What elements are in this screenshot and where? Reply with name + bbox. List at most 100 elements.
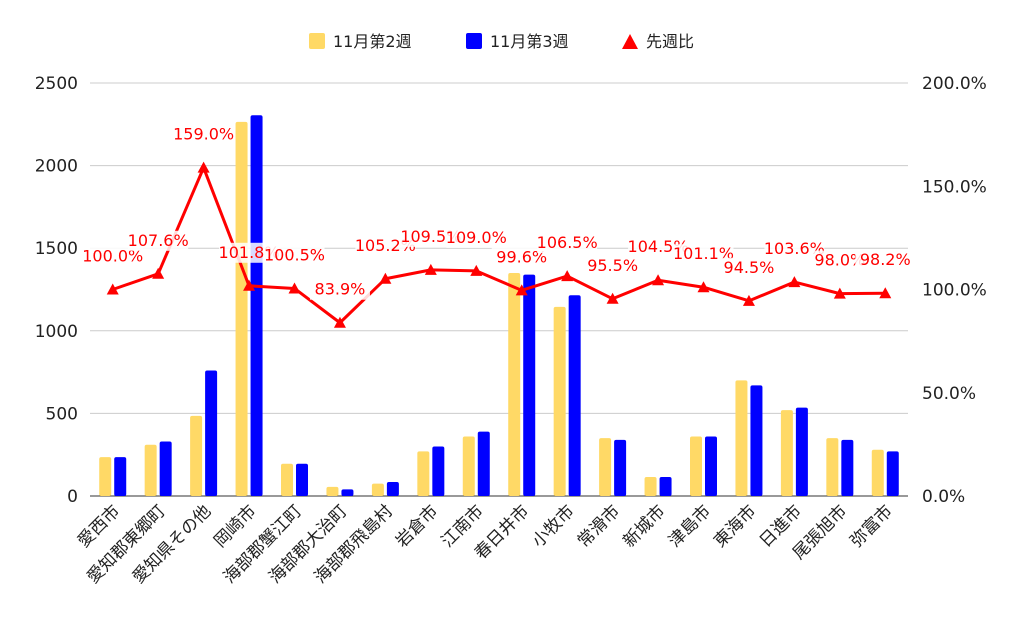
data-label: 106.5% [537,233,598,252]
ratio-line [106,161,892,328]
bar [644,477,657,496]
bar [614,439,627,496]
ratio-point [652,274,665,286]
data-label-background [582,255,643,276]
bar [341,489,354,496]
ratio-point [606,292,619,304]
category-label: 岩倉市 [392,501,442,551]
bar [190,415,203,496]
bar [432,446,445,496]
data-label-background [400,226,461,247]
data-label: 109.5% [400,227,461,246]
ratio-point [833,287,846,299]
data-label: 100.5% [264,245,325,264]
legend-swatch [466,33,482,49]
data-label: 99.6% [496,247,547,266]
data-label-background [309,279,370,300]
left-axis: 0 500 1000 1500 2000 2500 [35,74,78,507]
data-label-background [809,250,870,271]
right-tick-label: 0.0% [922,487,965,507]
data-label-background [173,124,234,145]
data-label: 95.5% [587,256,638,275]
bar [114,457,127,496]
bars [99,115,899,497]
ratio-point [424,263,437,275]
legend-label: 先週比 [646,32,694,51]
ratio-point [561,270,574,282]
data-label-background [128,230,189,251]
bar [477,431,490,496]
ratio-point [288,282,301,294]
data-label: 103.6% [764,239,825,258]
ratio-point [333,316,346,328]
bar [599,438,612,496]
category-label: 弥富市 [847,501,897,551]
right-tick-label: 200.0% [922,74,987,94]
right-tick-label: 100.0% [922,281,987,301]
data-label: 94.5% [724,258,775,277]
data-label: 101.8% [219,243,280,262]
bar [386,481,399,496]
ratio-point [197,161,210,173]
ratio-point [788,276,801,288]
bar [508,272,521,496]
bar [462,436,475,496]
legend-label: 11月第2週 [333,32,412,51]
data-label: 109.0% [446,228,507,247]
category-label: 東海市 [710,501,760,551]
bar [841,439,854,496]
data-label: 105.2% [355,236,416,255]
category-label: 小牧市 [528,501,578,551]
bar [568,295,581,496]
bar [159,441,172,496]
data-label-background [673,244,734,265]
ratio-point [152,267,165,279]
left-tick-label: 1000 [35,322,78,342]
left-tick-label: 1500 [35,239,78,259]
category-label: 津島市 [665,501,715,551]
data-label-background [219,242,280,263]
bar [205,370,218,496]
bar [780,410,793,496]
bar [250,115,263,497]
ratio-line-path [112,166,886,325]
bar [659,477,672,496]
left-tick-label: 2000 [35,157,78,177]
data-label-background [264,245,325,266]
bar [886,451,899,496]
data-label: 104.5% [628,237,689,256]
category-axis: 愛西市愛知郡東郷町愛知県その他岡崎市海部郡蟹江町海部郡大治町海部郡飛島村岩倉市江… [74,501,897,587]
ratio-point [243,279,256,291]
ratio-point [515,284,528,296]
legend-swatch [309,33,325,49]
bar [826,438,839,496]
data-label-background [491,247,552,268]
bar [281,463,293,496]
legend-label: 11月第3週 [490,32,569,51]
ratio-point [742,294,755,306]
data-label-background [446,227,507,248]
right-axis: 0.0% 50.0% 100.0% 150.0% 200.0% [922,74,987,507]
data-label: 159.0% [173,125,234,144]
bar [99,457,112,496]
right-tick-label: 150.0% [922,177,987,197]
ratio-point [697,281,710,293]
bar [871,449,884,496]
ratio-point [470,264,483,276]
data-label: 101.1% [673,244,734,263]
bar [235,121,248,497]
data-label-background [764,239,825,260]
legend-triangle-icon [622,34,638,49]
bar [326,486,339,496]
data-label-background [82,246,143,267]
data-label-background [537,233,598,254]
data-label: 83.9% [315,280,366,299]
bar [553,306,566,496]
right-tick-label: 50.0% [922,384,976,404]
left-tick-label: 2500 [35,74,78,94]
left-tick-label: 0 [67,487,78,507]
bar [735,380,748,496]
data-label: 98.2% [860,250,911,269]
data-label: 107.6% [128,231,189,250]
